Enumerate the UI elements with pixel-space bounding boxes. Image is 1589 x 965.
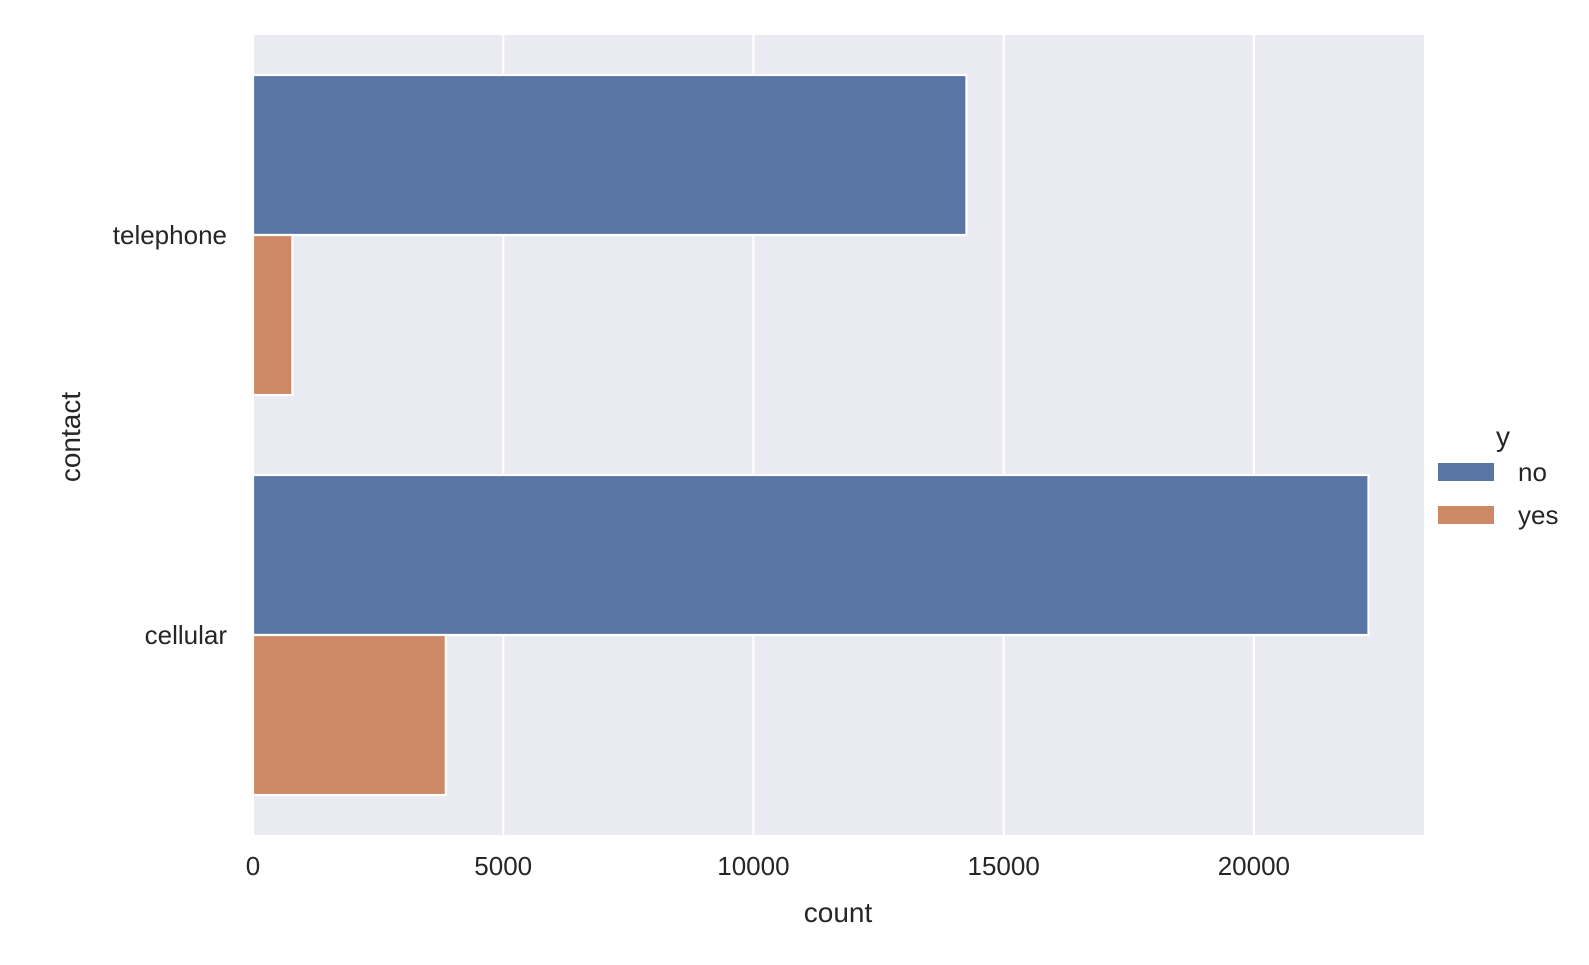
x-tick-label: 15000 [967, 851, 1039, 881]
x-tick-label: 10000 [717, 851, 789, 881]
legend-label-no: no [1518, 457, 1547, 487]
x-tick-label: 5000 [474, 851, 532, 881]
y-tick-labels: telephone cellular [113, 220, 228, 650]
x-tick-label: 20000 [1218, 851, 1290, 881]
legend-swatch-yes [1438, 506, 1494, 524]
legend-label-yes: yes [1518, 500, 1558, 530]
bar-cellular-yes [251, 633, 447, 797]
x-axis-title: count [804, 897, 873, 928]
y-tick-label: cellular [145, 620, 228, 650]
bar-telephone-no [251, 73, 968, 237]
bar-cellular-no [251, 473, 1370, 637]
bar-telephone-yes [251, 233, 294, 397]
y-axis-title: contact [55, 392, 86, 482]
y-tick-label: telephone [113, 220, 227, 250]
bars [251, 73, 1370, 797]
x-tick-labels: 0 5000 10000 15000 20000 [246, 851, 1290, 881]
legend-swatch-no [1438, 463, 1494, 481]
legend-title: y [1496, 421, 1510, 452]
x-tick-label: 0 [246, 851, 260, 881]
legend: y no yes [1438, 421, 1558, 530]
